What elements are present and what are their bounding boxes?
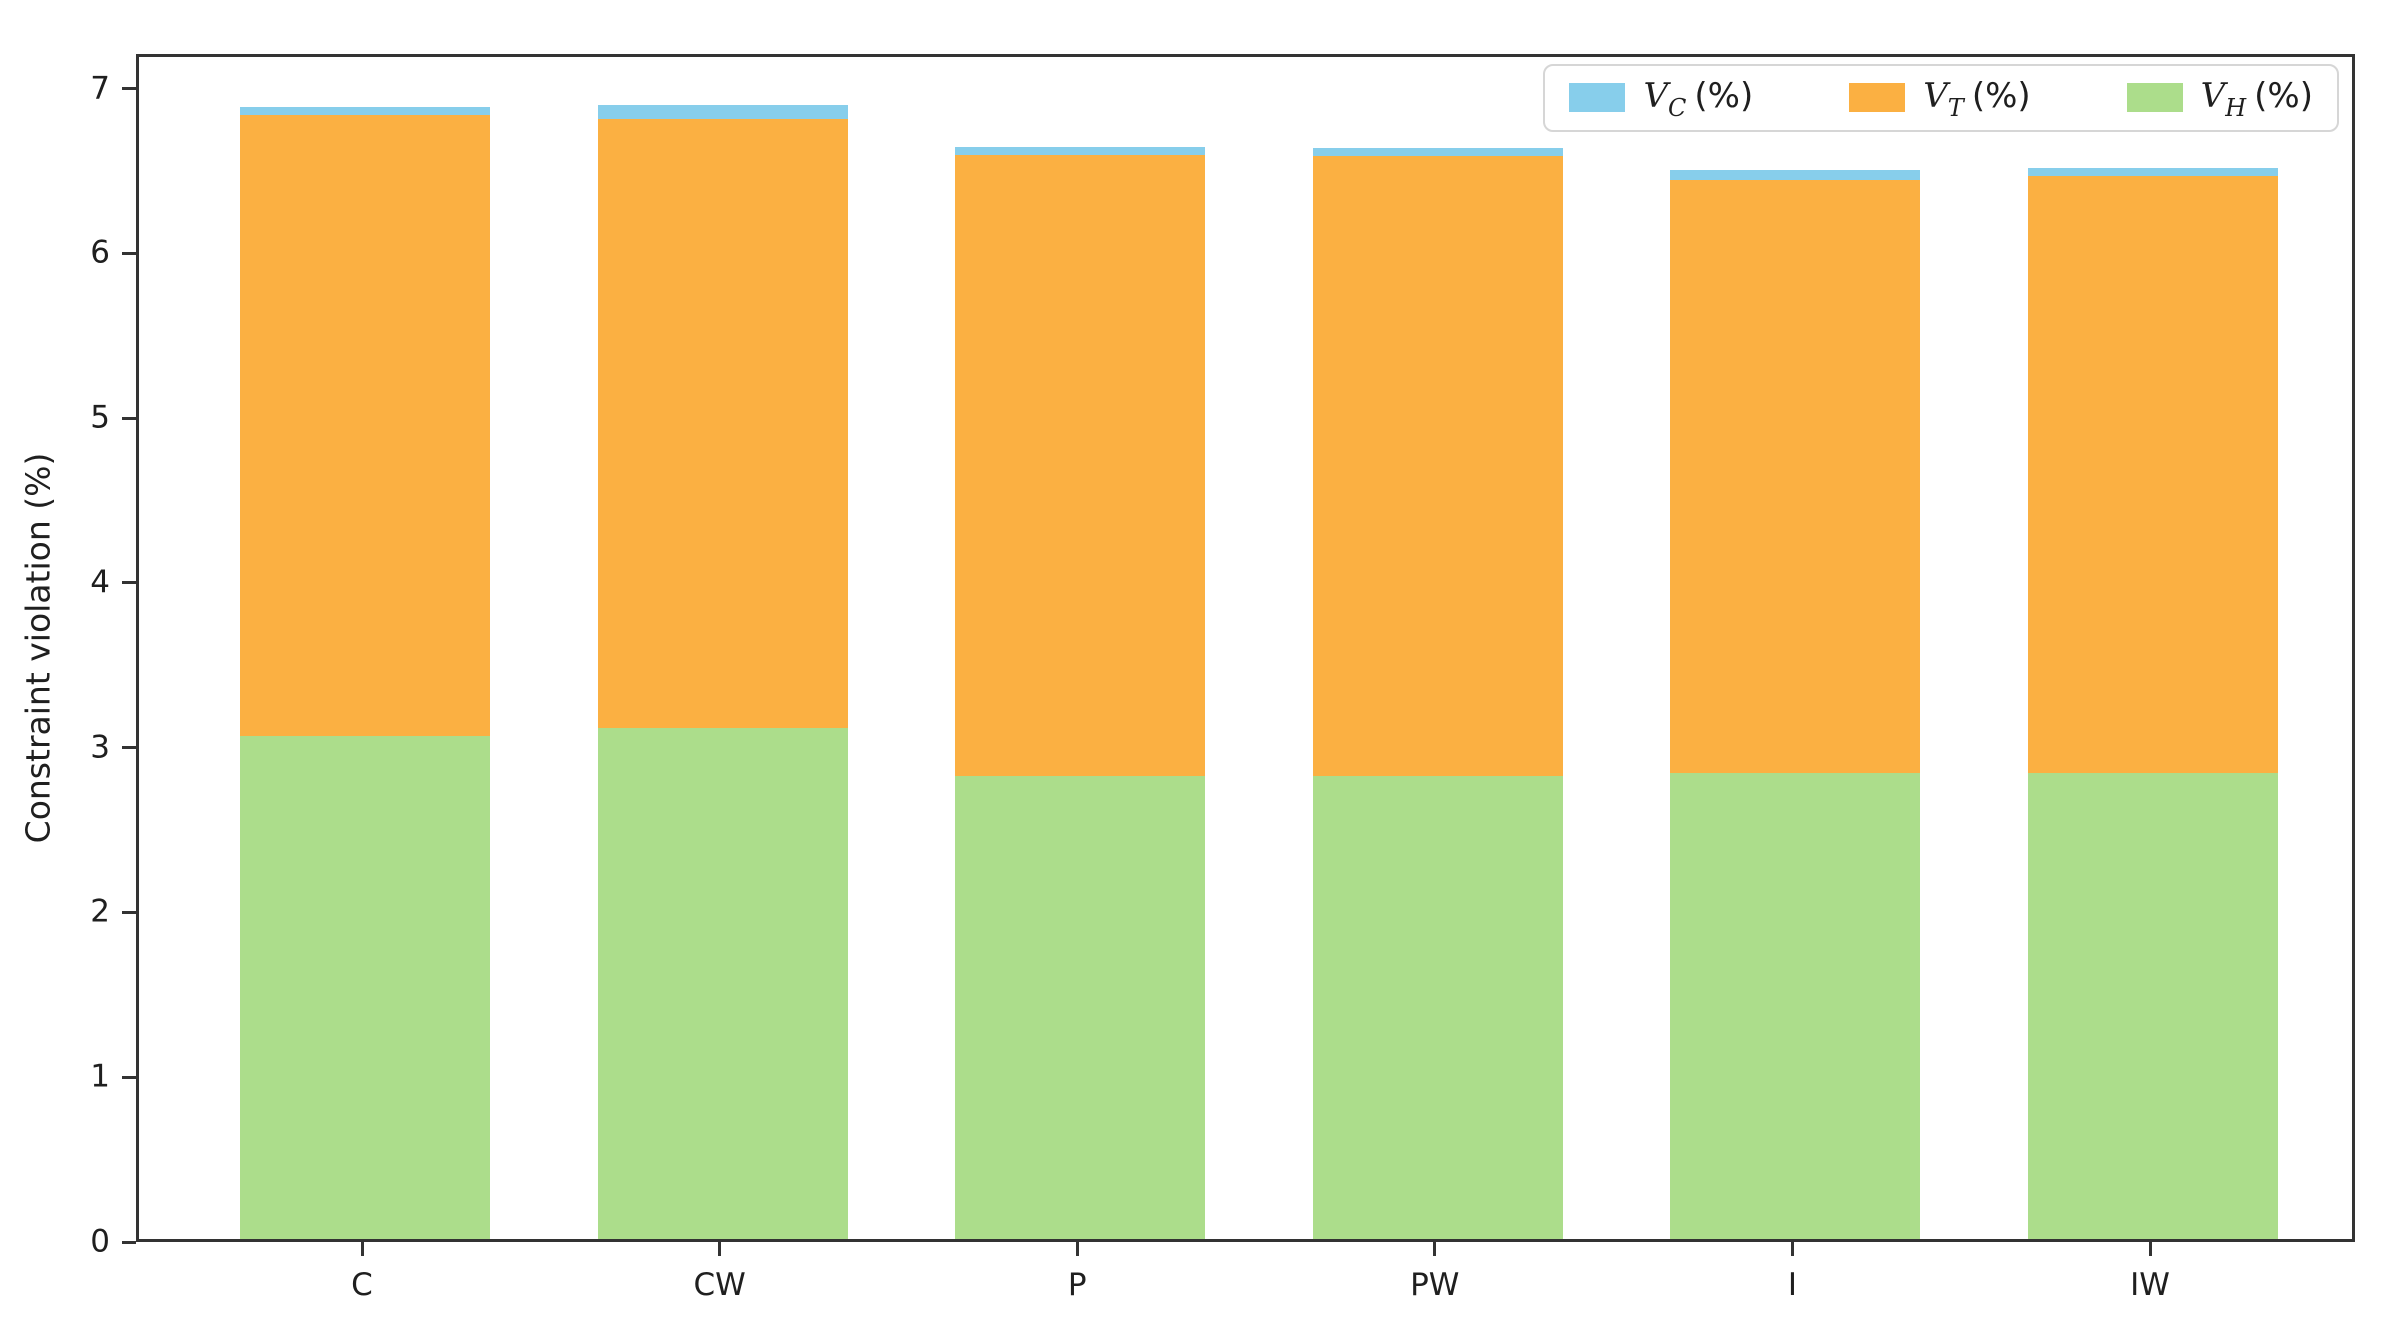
- bar-segment-vc-i: [1670, 169, 1921, 180]
- x-tick-mark-i: [1790, 1242, 1794, 1256]
- x-tick-mark-iw: [2148, 1242, 2152, 1256]
- bar-segment-vt-iw: [2028, 176, 2278, 773]
- bar-segment-vc-pw: [1312, 148, 1563, 157]
- legend-suffix-vt: (%): [1971, 75, 2031, 116]
- bar-segment-vt-pw: [1312, 156, 1563, 776]
- y-tick-mark-5: [122, 416, 136, 420]
- bar-segment-vt-c: [240, 115, 490, 737]
- bar-segment-vt-cw: [597, 118, 848, 729]
- bar-segment-vc-p: [955, 146, 1206, 155]
- y-tick-label-7: 7: [90, 70, 110, 107]
- x-tick-label-pw: PW: [1410, 1267, 1460, 1303]
- legend-sub-vh: H: [2225, 94, 2247, 123]
- x-tick-mark-pw: [1433, 1242, 1437, 1256]
- legend-item-vt: VT (%): [1849, 75, 2031, 123]
- y-tick-label-4: 4: [90, 564, 110, 601]
- y-tick-mark-3: [122, 746, 136, 750]
- plot-area: VC (%) VT (%) VH (%): [136, 54, 2355, 1242]
- y-tick-label-0: 0: [90, 1223, 110, 1260]
- legend-suffix-vc: (%): [1694, 75, 1754, 116]
- x-tick-label-p: P: [1067, 1267, 1087, 1303]
- bar-segment-vc-iw: [2028, 168, 2278, 177]
- legend-label-vt: VT (%): [1923, 75, 2031, 123]
- legend-label-vh: VH (%): [2200, 75, 2313, 123]
- legend-item-vh: VH (%): [2126, 75, 2313, 123]
- y-axis-title: Constraint violation (%): [18, 452, 58, 844]
- legend-item-vc: VC (%): [1569, 75, 1754, 123]
- bar-segment-vt-p: [955, 154, 1206, 776]
- y-tick-mark-1: [122, 1075, 136, 1079]
- bar-segment-vh-c: [240, 736, 490, 1239]
- y-tick-label-6: 6: [90, 234, 110, 271]
- legend-var-vt: V: [1923, 75, 1948, 116]
- bar-segment-vh-cw: [597, 728, 848, 1239]
- x-tick-label-iw: IW: [2130, 1267, 2170, 1303]
- y-tick-mark-6: [122, 251, 136, 255]
- bar-segment-vc-cw: [597, 105, 848, 119]
- x-tick-mark-c: [360, 1242, 364, 1256]
- legend-var-vc: V: [1643, 75, 1669, 116]
- x-tick-label-c: C: [351, 1267, 373, 1303]
- x-tick-mark-cw: [718, 1242, 722, 1256]
- bar-segment-vh-i: [1670, 772, 1921, 1239]
- legend-swatch-vt-icon: [1849, 83, 1906, 113]
- legend-label-vc: VC (%): [1643, 75, 1754, 123]
- bar-segment-vh-p: [955, 776, 1206, 1239]
- bar-segment-vc-c: [240, 107, 490, 116]
- y-tick-mark-4: [122, 581, 136, 585]
- bar-segment-vh-pw: [1312, 776, 1563, 1239]
- legend-var-vh: V: [2200, 75, 2226, 116]
- bars-layer: [139, 57, 2352, 1239]
- y-tick-label-5: 5: [90, 399, 110, 436]
- y-tick-label-1: 1: [90, 1058, 110, 1095]
- y-tick-mark-7: [122, 87, 136, 91]
- x-tick-label-i: I: [1787, 1267, 1797, 1303]
- legend-sub-vt: T: [1947, 94, 1964, 123]
- y-tick-mark-2: [122, 910, 136, 914]
- y-tick-label-2: 2: [90, 893, 110, 930]
- x-tick-mark-p: [1075, 1242, 1079, 1256]
- legend-sub-vc: C: [1668, 94, 1687, 123]
- legend-swatch-vc-icon: [1569, 83, 1626, 113]
- legend: VC (%) VT (%) VH (%): [1543, 64, 2339, 132]
- bar-segment-vh-iw: [2028, 772, 2278, 1239]
- y-tick-mark-0: [122, 1240, 136, 1244]
- bar-segment-vt-i: [1670, 179, 1921, 773]
- legend-swatch-vh-icon: [2126, 83, 2183, 113]
- y-tick-label-3: 3: [90, 729, 110, 766]
- x-tick-label-cw: CW: [693, 1267, 746, 1303]
- legend-suffix-vh: (%): [2254, 75, 2313, 116]
